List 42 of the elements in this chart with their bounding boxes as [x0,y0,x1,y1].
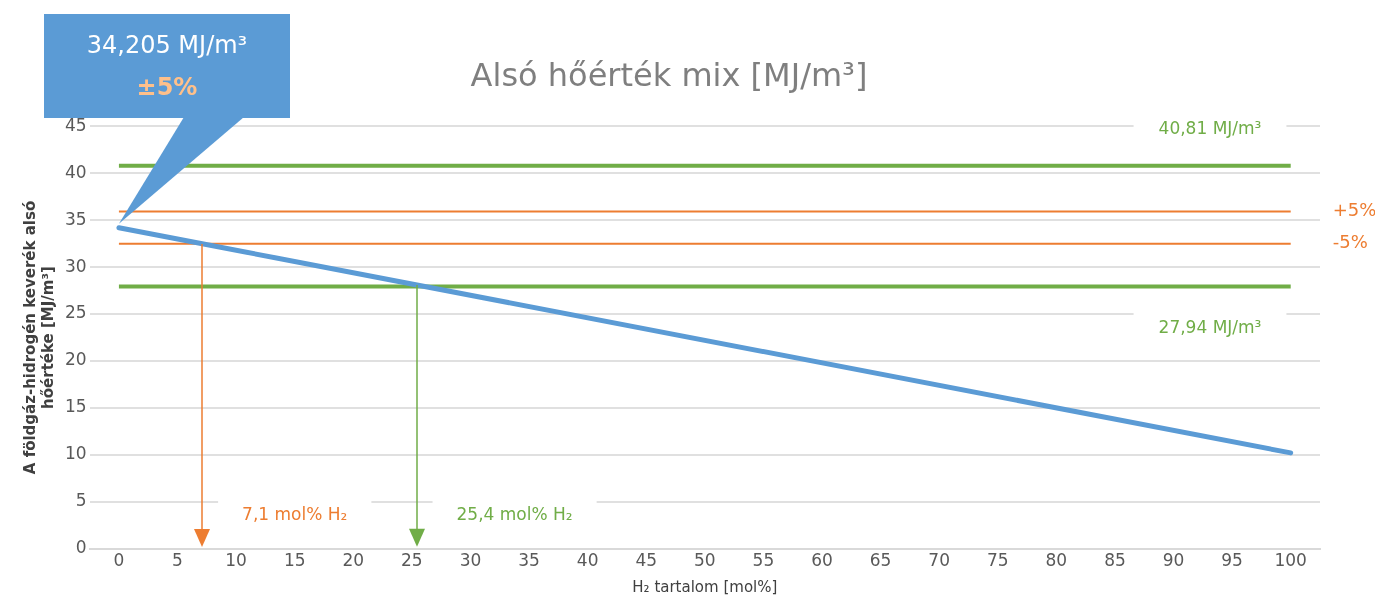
x-tick-label: 50 [694,550,716,571]
ref-line-label: 7,1 mol% H₂ [242,504,348,525]
y-tick-label: 0 [75,537,87,558]
y-tick-label: 10 [64,443,87,464]
x-tick-label: 100 [1274,550,1307,571]
x-tick-label: 25 [401,550,423,571]
ref-line-label: 25,4 mol% H₂ [456,504,573,525]
annotation: +5% [1332,199,1377,221]
x-tick-label: 0 [113,550,125,571]
y-tick-label: 15 [64,396,87,417]
x-tick-label: 10 [225,550,247,571]
text: ±5% [135,72,199,103]
y-tick-label: 35 [64,208,87,229]
y-tick-label: 25 [64,302,87,323]
x-tick-label: 90 [1162,550,1185,571]
x-axis-title: H₂ tartalom [mol%] [632,577,778,596]
x-tick-label: 60 [811,550,833,571]
x-tick-label: 55 [752,550,775,571]
x-tick-label: 20 [342,550,365,571]
text: 34,205 MJ/m³ [85,30,249,61]
x-tick-label: 5 [172,550,183,571]
ref-line-label: 40,81 MJ/m³ [1158,118,1262,139]
y-tick-label: 20 [64,349,87,370]
x-tick-label: 30 [459,550,482,571]
x-tick-label: 80 [1045,550,1068,571]
y-tick-label: 30 [64,255,87,276]
chart-title: Alsó hőérték mix [MJ/m³] [470,55,868,94]
y-tick-label: 45 [64,114,87,135]
x-tick-label: 95 [1221,550,1243,571]
x-tick-label: 75 [986,550,1009,571]
annotation: -5% [1332,231,1368,253]
ref-line-label: 27,94 MJ/m³ [1158,316,1262,337]
y-tick-label: 40 [64,161,87,182]
x-tick-label: 15 [283,550,306,571]
y-axis-title: A földgáz-hidrogén keverék alsó hőértéke [MJ/m³] [20,200,57,475]
x-tick-label: 45 [635,550,658,571]
x-tick-label: 35 [518,550,540,571]
x-tick-label: 40 [576,550,599,571]
x-tick-label: 65 [869,550,892,571]
x-tick-label: 85 [1104,550,1126,571]
y-tick-label: 5 [75,490,87,511]
x-tick-label: 70 [928,550,950,571]
